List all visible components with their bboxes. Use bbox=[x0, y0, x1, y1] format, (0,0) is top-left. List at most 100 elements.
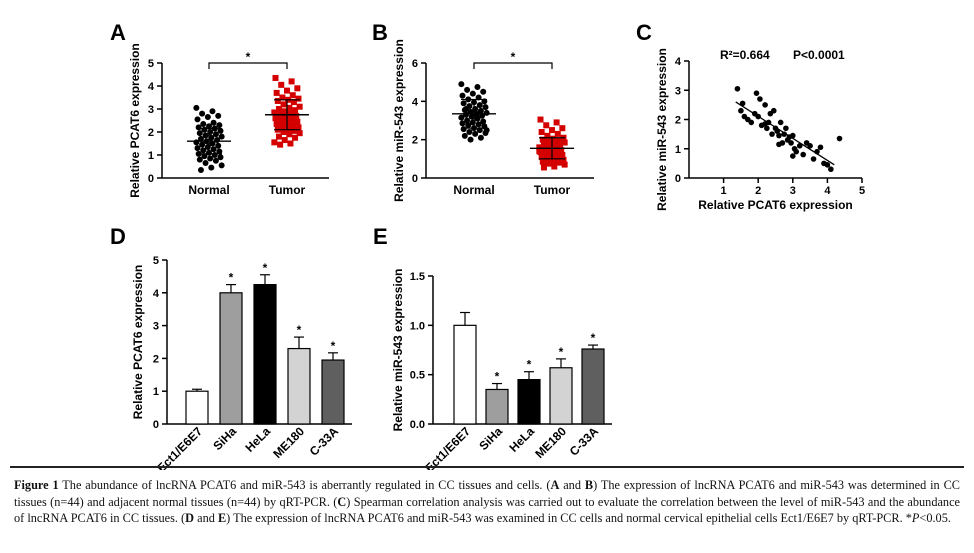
data-point bbox=[465, 122, 472, 129]
data-point bbox=[200, 147, 207, 154]
data-point bbox=[458, 81, 465, 88]
data-point bbox=[286, 104, 293, 111]
caption-ref-b: B bbox=[584, 478, 594, 492]
data-point bbox=[477, 134, 484, 141]
significance-star: * bbox=[229, 271, 234, 285]
y-tick-label: 4 bbox=[153, 288, 160, 300]
caption-text-3: ) The expression of lncRNA PCAT6 and miR… bbox=[14, 478, 960, 509]
data-point bbox=[284, 87, 290, 94]
caption-text-6: ) The expression of lncRNA PCAT6 and miR… bbox=[226, 511, 912, 525]
data-point bbox=[555, 137, 562, 144]
significance-bracket bbox=[473, 62, 553, 69]
y-axis-A: 0 1 2 3 4 5 bbox=[148, 58, 163, 185]
data-point bbox=[545, 138, 552, 145]
data-point bbox=[561, 139, 568, 146]
data-point bbox=[836, 135, 843, 142]
data-point bbox=[195, 124, 202, 131]
data-point bbox=[800, 151, 806, 158]
significance-star: * bbox=[246, 50, 251, 64]
data-point bbox=[212, 157, 219, 164]
data-point bbox=[482, 104, 489, 111]
bar-siha: * bbox=[485, 370, 509, 425]
data-point bbox=[274, 97, 281, 104]
data-point bbox=[783, 125, 789, 132]
bar-me180: * bbox=[287, 323, 311, 425]
data-point bbox=[193, 104, 200, 111]
bar-siha: * bbox=[219, 271, 243, 425]
data-point bbox=[292, 107, 299, 114]
data-point bbox=[287, 110, 294, 117]
data-point bbox=[193, 139, 200, 146]
data-point bbox=[199, 110, 206, 117]
data-point bbox=[539, 158, 546, 165]
x-category-label: SiHa bbox=[210, 424, 239, 453]
data-point bbox=[289, 92, 296, 99]
scatter-points bbox=[734, 85, 843, 173]
data-point bbox=[776, 141, 782, 148]
panel-label-C: C bbox=[636, 20, 652, 45]
data-point bbox=[466, 129, 473, 135]
data-point bbox=[776, 132, 782, 139]
data-point bbox=[537, 116, 544, 123]
data-point bbox=[538, 153, 545, 160]
data-point bbox=[275, 133, 282, 140]
data-point bbox=[462, 106, 469, 112]
y-axis-title: Relative miR-543 expression bbox=[391, 269, 405, 432]
data-point bbox=[790, 153, 796, 159]
data-point bbox=[753, 90, 760, 96]
y-tick-label: 0 bbox=[412, 173, 418, 185]
significance-star: * bbox=[331, 339, 336, 353]
data-point bbox=[217, 127, 224, 134]
data-point bbox=[550, 135, 557, 142]
y-tick-label: 4 bbox=[412, 96, 419, 108]
data-point bbox=[218, 133, 225, 140]
y-tick-label: 4 bbox=[675, 56, 682, 68]
data-point bbox=[538, 129, 545, 135]
data-point bbox=[280, 129, 287, 135]
x-category-label: Normal bbox=[453, 183, 494, 197]
data-point bbox=[212, 131, 219, 138]
data-point bbox=[762, 121, 768, 127]
data-point bbox=[460, 100, 467, 107]
x-category-label: Ect1/E6E7 bbox=[154, 424, 205, 470]
data-point bbox=[824, 162, 831, 168]
data-point bbox=[194, 116, 201, 123]
data-point bbox=[294, 85, 301, 92]
x-axis-C: 1 2 3 4 5 bbox=[689, 177, 865, 197]
data-point bbox=[475, 121, 482, 128]
bar-ect1-e6e7 bbox=[185, 388, 209, 425]
significance-star: * bbox=[495, 370, 500, 384]
data-point bbox=[468, 113, 475, 120]
data-point bbox=[200, 120, 207, 127]
data-point bbox=[288, 116, 295, 123]
data-point bbox=[208, 134, 215, 141]
series-tumor bbox=[265, 74, 309, 148]
data-point bbox=[464, 86, 471, 93]
y-tick-label: 2 bbox=[412, 135, 418, 147]
data-point bbox=[552, 142, 559, 149]
data-point bbox=[807, 143, 813, 149]
panel-label-A: A bbox=[110, 20, 126, 45]
data-point bbox=[207, 155, 214, 162]
data-point bbox=[781, 131, 787, 137]
y-tick-label: 0.0 bbox=[410, 419, 425, 431]
y-tick-label: 5 bbox=[153, 255, 159, 267]
y-tick-label: 1 bbox=[153, 386, 159, 398]
data-point bbox=[208, 164, 215, 171]
data-point bbox=[777, 119, 784, 126]
data-point bbox=[536, 148, 543, 155]
y-tick-label: 1 bbox=[148, 150, 154, 162]
data-point bbox=[546, 146, 553, 153]
bar-c-33a: * bbox=[321, 339, 345, 425]
bar bbox=[581, 348, 605, 425]
data-point bbox=[810, 156, 817, 162]
data-point bbox=[271, 139, 278, 146]
data-point bbox=[553, 119, 560, 126]
data-point bbox=[278, 81, 285, 88]
y-tick-label: 1 bbox=[675, 144, 681, 156]
data-point bbox=[540, 141, 547, 148]
data-point bbox=[459, 120, 466, 127]
bar-hela: * bbox=[253, 261, 277, 425]
data-point bbox=[206, 123, 212, 130]
data-point bbox=[197, 166, 204, 173]
